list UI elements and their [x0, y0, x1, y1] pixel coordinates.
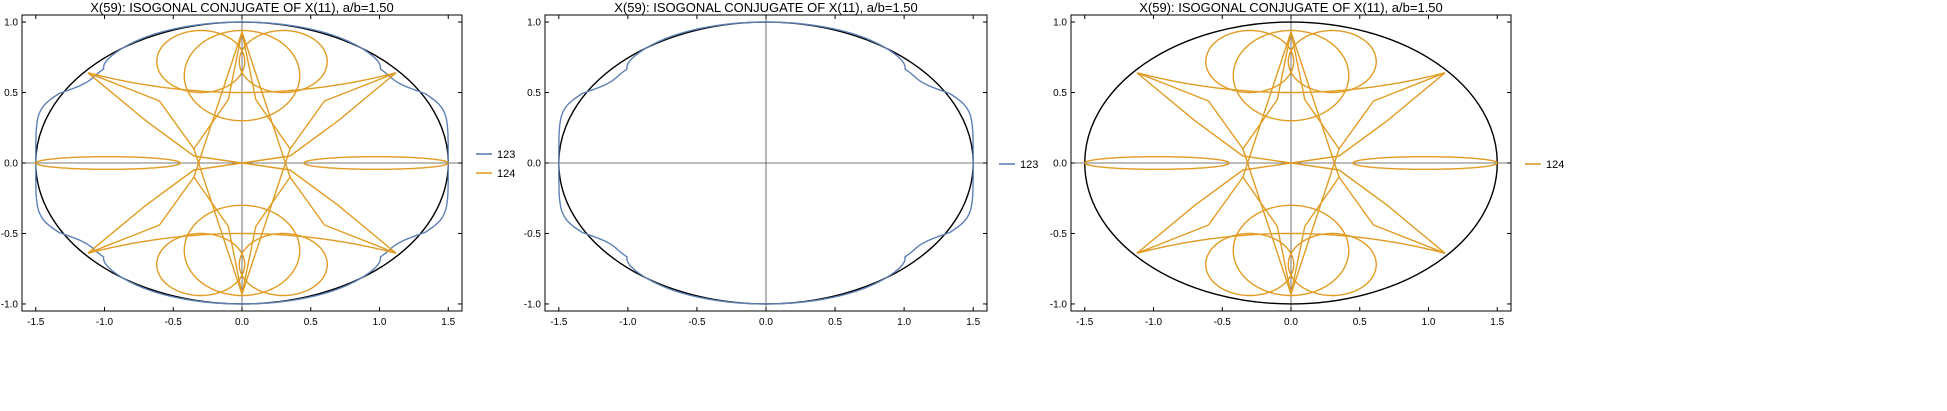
- y-tick-label: -1.0: [1050, 299, 1068, 310]
- y-tick-label: 1.0: [4, 18, 18, 29]
- series-124-curve: [303, 156, 449, 170]
- x-tick-label: 0.0: [235, 317, 249, 328]
- series-124-curve: [35, 156, 181, 170]
- x-tick-label: -1.5: [1076, 317, 1094, 328]
- x-tick-label: 1.0: [373, 317, 387, 328]
- y-tick-label: 0.5: [4, 88, 18, 99]
- x-tick-label: -1.5: [550, 317, 568, 328]
- series-124-curve: [1136, 72, 1446, 94]
- y-tick-label: 1.0: [1053, 18, 1067, 29]
- y-tick-label: 0.5: [1053, 88, 1067, 99]
- y-tick-label: 0.0: [4, 159, 18, 170]
- plot-area: [22, 15, 462, 311]
- y-tick-label: 0.0: [527, 159, 541, 170]
- series-124-curve: [238, 232, 328, 297]
- series-124-curve: [238, 29, 328, 94]
- chart-panel-1: X(59): ISOGONAL CONJUGATE OF X(11), a/b=…: [1, 0, 516, 328]
- series-124-curve: [193, 176, 291, 295]
- x-tick-label: 1.0: [1422, 317, 1436, 328]
- x-tick-label: 0.5: [1353, 317, 1367, 328]
- x-tick-label: -1.0: [619, 317, 637, 328]
- x-tick-label: 1.5: [441, 317, 455, 328]
- x-tick-label: -1.0: [96, 317, 114, 328]
- chart-title: X(59): ISOGONAL CONJUGATE OF X(11), a/b=…: [90, 0, 394, 15]
- y-tick-label: -0.5: [524, 229, 542, 240]
- legend-label-124: 124: [497, 168, 515, 180]
- chart-title: X(59): ISOGONAL CONJUGATE OF X(11), a/b=…: [614, 0, 918, 15]
- series-124-curve: [1084, 156, 1230, 170]
- x-tick-label: -1.0: [1145, 317, 1163, 328]
- series-124-curve: [1136, 72, 1446, 254]
- y-tick-label: -1.0: [524, 299, 542, 310]
- y-tick-label: 0.0: [1053, 159, 1067, 170]
- y-tick-label: -1.0: [1, 299, 19, 310]
- series-123-curve: [558, 21, 974, 305]
- series-124-curve: [183, 204, 301, 297]
- series-124-curve: [183, 29, 301, 122]
- chart-panel-2: X(59): ISOGONAL CONJUGATE OF X(11), a/b=…: [524, 0, 1039, 328]
- plot-area: [545, 15, 987, 311]
- series-124-curve: [1232, 29, 1350, 122]
- legend-label-123: 123: [497, 149, 515, 161]
- series-124-curve: [1232, 204, 1350, 297]
- y-tick-label: 0.5: [527, 88, 541, 99]
- legend-label-123: 123: [1020, 159, 1038, 171]
- y-tick-label: -0.5: [1050, 229, 1068, 240]
- x-tick-label: 1.5: [966, 317, 980, 328]
- series-124-curve: [1136, 232, 1446, 254]
- x-tick-label: -1.5: [27, 317, 45, 328]
- series-124-curve: [87, 72, 397, 254]
- series-124-curve: [1242, 176, 1340, 295]
- x-tick-label: -0.5: [688, 317, 706, 328]
- plot-area: [1071, 15, 1511, 311]
- series-124-curve: [193, 31, 291, 150]
- chart-panel-3: X(59): ISOGONAL CONJUGATE OF X(11), a/b=…: [1050, 0, 1565, 328]
- x-tick-label: 0.5: [828, 317, 842, 328]
- series-124-curve: [87, 72, 397, 94]
- x-tick-label: 0.0: [1284, 317, 1298, 328]
- x-tick-label: -0.5: [165, 317, 183, 328]
- x-tick-label: -0.5: [1214, 317, 1232, 328]
- y-tick-label: -0.5: [1, 229, 19, 240]
- chart-title: X(59): ISOGONAL CONJUGATE OF X(11), a/b=…: [1139, 0, 1443, 15]
- x-tick-label: 1.0: [897, 317, 911, 328]
- series-124-curve: [1352, 156, 1498, 170]
- x-tick-label: 1.5: [1490, 317, 1504, 328]
- x-tick-label: 0.5: [304, 317, 318, 328]
- y-tick-label: 1.0: [527, 18, 541, 29]
- series-124-curve: [1242, 31, 1340, 150]
- series-124-curve: [87, 232, 397, 254]
- series-124-curve: [1287, 232, 1377, 297]
- legend-label-124: 124: [1546, 159, 1564, 171]
- series-124-curve: [1287, 29, 1377, 94]
- x-tick-label: 0.0: [759, 317, 773, 328]
